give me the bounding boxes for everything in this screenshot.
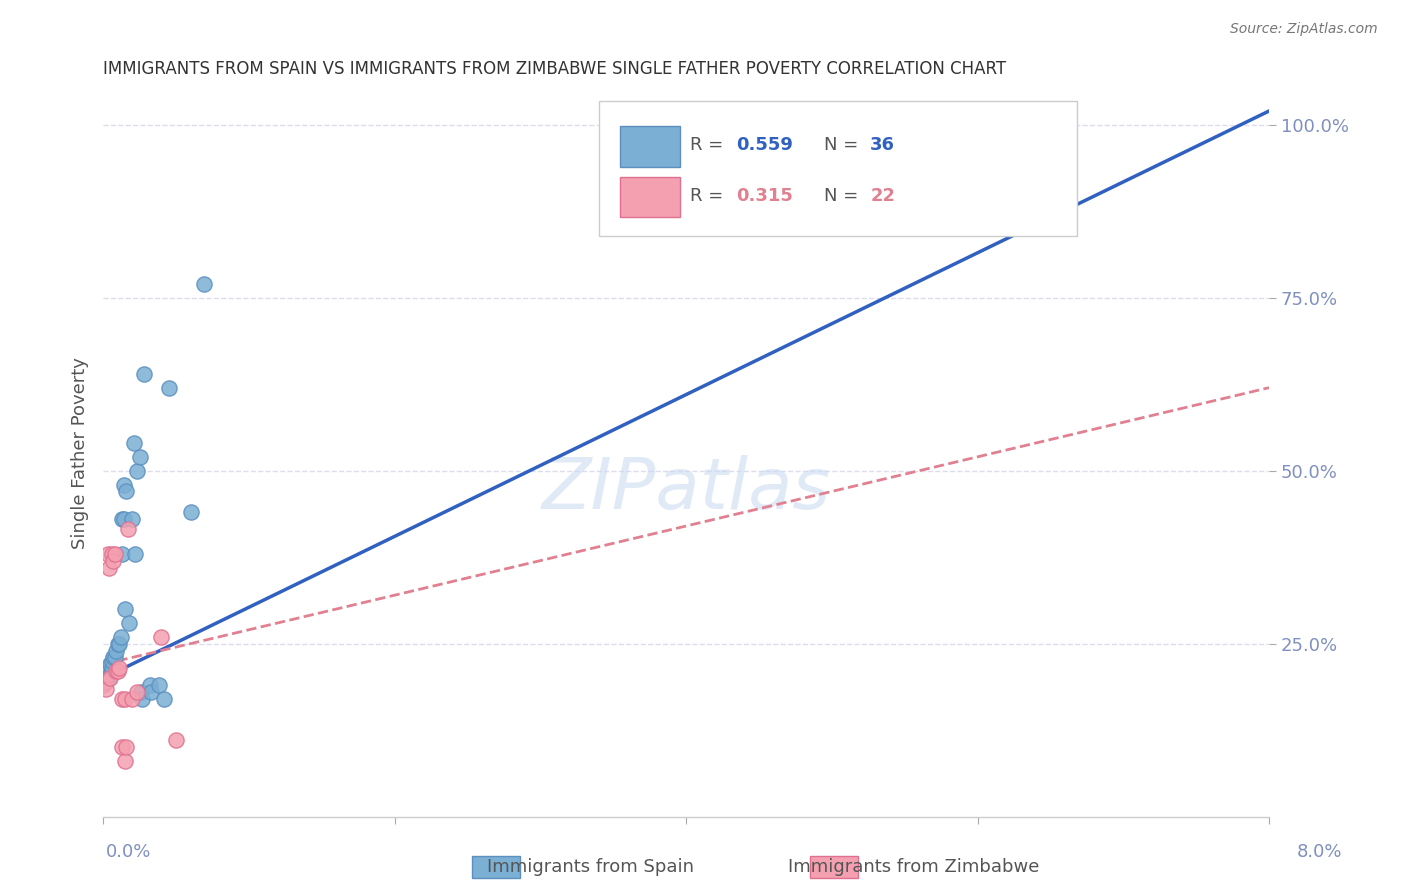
- Point: [111, 740, 134, 755]
- Point: [125, 685, 148, 699]
- Text: Immigrants from Spain: Immigrants from Spain: [486, 858, 695, 876]
- Text: 36: 36: [870, 136, 896, 154]
- Point: [104, 650, 127, 665]
- Point: [96, 547, 118, 561]
- Point: [101, 547, 124, 561]
- Point: [111, 692, 134, 706]
- Text: Immigrants from Zimbabwe: Immigrants from Zimbabwe: [789, 858, 1039, 876]
- Point: [114, 692, 136, 706]
- Point: [100, 667, 122, 681]
- FancyBboxPatch shape: [810, 856, 858, 878]
- Point: [131, 692, 153, 706]
- Point: [139, 678, 162, 692]
- Point: [124, 547, 146, 561]
- Text: IMMIGRANTS FROM SPAIN VS IMMIGRANTS FROM ZIMBABWE SINGLE FATHER POVERTY CORRELAT: IMMIGRANTS FROM SPAIN VS IMMIGRANTS FROM…: [103, 60, 1007, 78]
- Text: 0.315: 0.315: [737, 187, 793, 205]
- Text: N =: N =: [824, 187, 863, 205]
- Text: N =: N =: [824, 136, 863, 154]
- Point: [122, 436, 145, 450]
- Point: [114, 754, 136, 768]
- Point: [93, 674, 115, 689]
- Point: [129, 685, 152, 699]
- Text: 22: 22: [870, 187, 896, 205]
- Point: [114, 602, 136, 616]
- Point: [103, 553, 125, 567]
- Point: [128, 450, 150, 464]
- Point: [101, 654, 124, 668]
- Point: [165, 733, 187, 747]
- Point: [100, 671, 122, 685]
- Point: [108, 637, 131, 651]
- Point: [110, 630, 132, 644]
- Text: R =: R =: [689, 187, 728, 205]
- Text: 8.0%: 8.0%: [1298, 843, 1343, 861]
- Point: [141, 685, 163, 699]
- Point: [105, 643, 128, 657]
- Point: [101, 661, 124, 675]
- Point: [153, 692, 176, 706]
- Y-axis label: Single Father Poverty: Single Father Poverty: [72, 358, 89, 549]
- Point: [112, 477, 135, 491]
- Point: [91, 671, 114, 685]
- Point: [94, 681, 117, 696]
- FancyBboxPatch shape: [620, 126, 681, 167]
- Point: [97, 560, 120, 574]
- Point: [107, 637, 129, 651]
- Point: [105, 665, 128, 679]
- Point: [108, 661, 131, 675]
- Point: [112, 512, 135, 526]
- Point: [157, 381, 180, 395]
- Point: [96, 665, 118, 679]
- Point: [104, 547, 127, 561]
- FancyBboxPatch shape: [620, 177, 681, 218]
- Point: [180, 505, 202, 519]
- Point: [121, 512, 143, 526]
- Text: 0.559: 0.559: [737, 136, 793, 154]
- FancyBboxPatch shape: [599, 101, 1077, 235]
- Point: [121, 692, 143, 706]
- Text: Source: ZipAtlas.com: Source: ZipAtlas.com: [1230, 22, 1378, 37]
- Point: [111, 512, 134, 526]
- Point: [150, 630, 173, 644]
- Point: [103, 650, 125, 665]
- FancyBboxPatch shape: [472, 856, 520, 878]
- Point: [115, 484, 138, 499]
- Text: 0.0%: 0.0%: [105, 843, 150, 861]
- Point: [100, 657, 122, 672]
- Point: [148, 678, 170, 692]
- Point: [115, 740, 138, 755]
- Point: [111, 547, 134, 561]
- Point: [125, 464, 148, 478]
- Point: [107, 665, 129, 679]
- Point: [91, 678, 114, 692]
- Point: [118, 615, 141, 630]
- Point: [193, 277, 215, 291]
- Point: [132, 367, 155, 381]
- Point: [117, 523, 139, 537]
- Point: [97, 671, 120, 685]
- Text: R =: R =: [689, 136, 728, 154]
- Point: [94, 674, 117, 689]
- Text: ZIPatlas: ZIPatlas: [541, 455, 831, 524]
